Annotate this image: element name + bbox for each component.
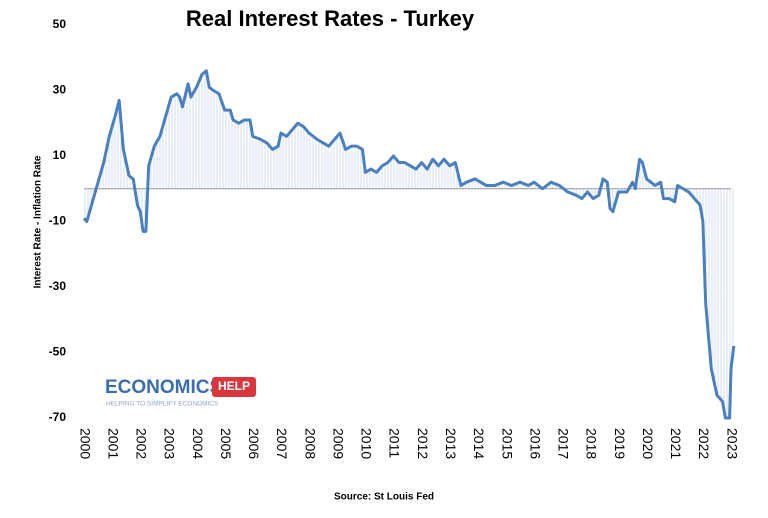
logo-badge-bg bbox=[212, 377, 256, 397]
x-tick-label: 2020 bbox=[640, 428, 656, 459]
x-tick-label: 2016 bbox=[527, 428, 543, 459]
x-tick-label: 2022 bbox=[696, 428, 712, 459]
x-tick-label: 2021 bbox=[668, 428, 684, 459]
y-tick-label: 10 bbox=[53, 148, 67, 162]
x-tick-label: 2010 bbox=[359, 428, 375, 459]
x-tick-label: 2004 bbox=[190, 428, 206, 459]
x-tick-label: 2018 bbox=[584, 428, 600, 459]
logo-badge: HELP bbox=[218, 379, 250, 393]
y-tick-label: -10 bbox=[49, 214, 67, 228]
x-tick-label: 2023 bbox=[724, 428, 740, 459]
x-tick-label: 2011 bbox=[387, 428, 403, 458]
x-tick-label: 2008 bbox=[302, 428, 318, 459]
area-fill bbox=[84, 70, 734, 418]
x-tick-label: 2015 bbox=[499, 428, 515, 459]
x-tick-label: 2007 bbox=[274, 428, 290, 459]
logo-tagline: HELPING TO SIMPLIFY ECONOMICS bbox=[106, 401, 219, 408]
x-tick-label: 2000 bbox=[77, 428, 93, 459]
x-tick-label: 2017 bbox=[556, 428, 572, 459]
y-tick-label: -50 bbox=[49, 345, 67, 359]
y-tick-label: 30 bbox=[53, 83, 67, 97]
x-tick-label: 2006 bbox=[246, 428, 262, 459]
y-axis-label: Interest Rate - Inflation Rate bbox=[33, 155, 44, 288]
x-tick-label: 2001 bbox=[105, 428, 121, 459]
x-tick-label: 2013 bbox=[443, 428, 459, 459]
logo-main: ECONOMICS bbox=[105, 377, 222, 398]
x-tick-label: 2014 bbox=[471, 428, 487, 459]
y-tick-label: -30 bbox=[49, 279, 67, 293]
logo: ECONOMICS HELP HELPING TO SIMPLIFY ECONO… bbox=[105, 377, 256, 408]
x-tick-label: 2019 bbox=[612, 428, 628, 459]
y-tick-label: 50 bbox=[53, 17, 67, 31]
x-tick-label: 2002 bbox=[134, 428, 150, 459]
x-tick-label: 2012 bbox=[415, 428, 431, 459]
source: Source: St Louis Fed bbox=[334, 492, 434, 503]
x-tick-label: 2005 bbox=[218, 428, 234, 459]
chart-title: Real Interest Rates - Turkey bbox=[186, 6, 475, 31]
x-tick-label: 2009 bbox=[330, 428, 346, 459]
y-tick-label: -70 bbox=[49, 410, 67, 424]
line bbox=[82, 69, 736, 420]
x-tick-label: 2003 bbox=[162, 428, 178, 459]
